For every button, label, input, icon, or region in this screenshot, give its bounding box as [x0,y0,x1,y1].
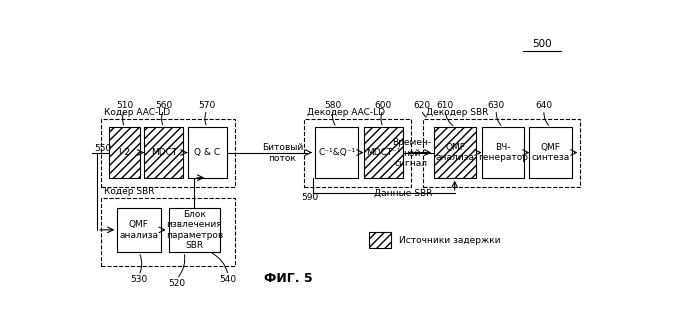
Text: 630: 630 [488,101,505,110]
Text: QMF
синтеза: QMF синтеза [531,143,570,162]
Bar [187,127,226,178]
Text: 510: 510 [116,101,134,110]
Text: 520: 520 [168,279,185,288]
Text: Источники задержки: Источники задержки [399,235,500,245]
Bar [424,119,580,186]
Text: Данные SBR: Данные SBR [375,188,433,197]
Text: 640: 640 [535,101,553,110]
Text: Битовый
поток: Битовый поток [261,143,303,163]
Bar [101,198,236,266]
Text: Декодер SBR: Декодер SBR [426,108,489,116]
Bar [434,127,476,178]
Text: C⁻¹&Q⁻¹: C⁻¹&Q⁻¹ [318,148,355,157]
Bar [168,208,220,252]
Bar [363,127,403,178]
Text: 530: 530 [130,275,147,284]
Text: MDCT: MDCT [150,148,177,157]
Text: Блок
извлечения
параметров
SBR: Блок извлечения параметров SBR [166,210,223,250]
Bar [529,127,572,178]
Text: ФИГ. 5: ФИГ. 5 [264,272,312,285]
Text: 560: 560 [155,101,173,110]
Bar [144,127,183,178]
Text: 620: 620 [413,101,430,110]
Text: QMF
анализа: QMF анализа [120,220,159,240]
Text: Q & C: Q & C [194,148,220,157]
Text: Декодер AAC-LD: Декодер AAC-LD [308,108,385,116]
Bar [363,127,403,178]
Bar [109,127,140,178]
Text: Кодер SBR: Кодер SBR [104,187,154,196]
Text: 600: 600 [375,101,391,110]
Text: MDCT⁻¹: MDCT⁻¹ [366,148,401,157]
Text: QMF
анализа: QMF анализа [435,143,475,162]
Text: 540: 540 [219,275,237,284]
Text: 550: 550 [94,144,112,153]
Text: Кодер AAC-LD: Кодер AAC-LD [104,108,171,116]
Bar [369,232,391,248]
Text: l 2: l 2 [120,148,130,157]
Bar [109,127,140,178]
Bar [434,127,476,178]
Text: ВЧ-
генератор: ВЧ- генератор [478,143,528,162]
Text: 500: 500 [533,39,552,49]
Bar [369,232,391,248]
Bar [304,119,411,186]
Bar [117,208,161,252]
Text: 610: 610 [436,101,454,110]
Bar [101,119,236,186]
Text: 580: 580 [325,101,342,110]
Text: 590: 590 [301,193,318,202]
Text: 570: 570 [199,101,216,110]
Bar [482,127,524,178]
Text: Времен-
ной
сигнал: Времен- ной сигнал [391,138,431,168]
Bar [144,127,183,178]
Bar [315,127,359,178]
